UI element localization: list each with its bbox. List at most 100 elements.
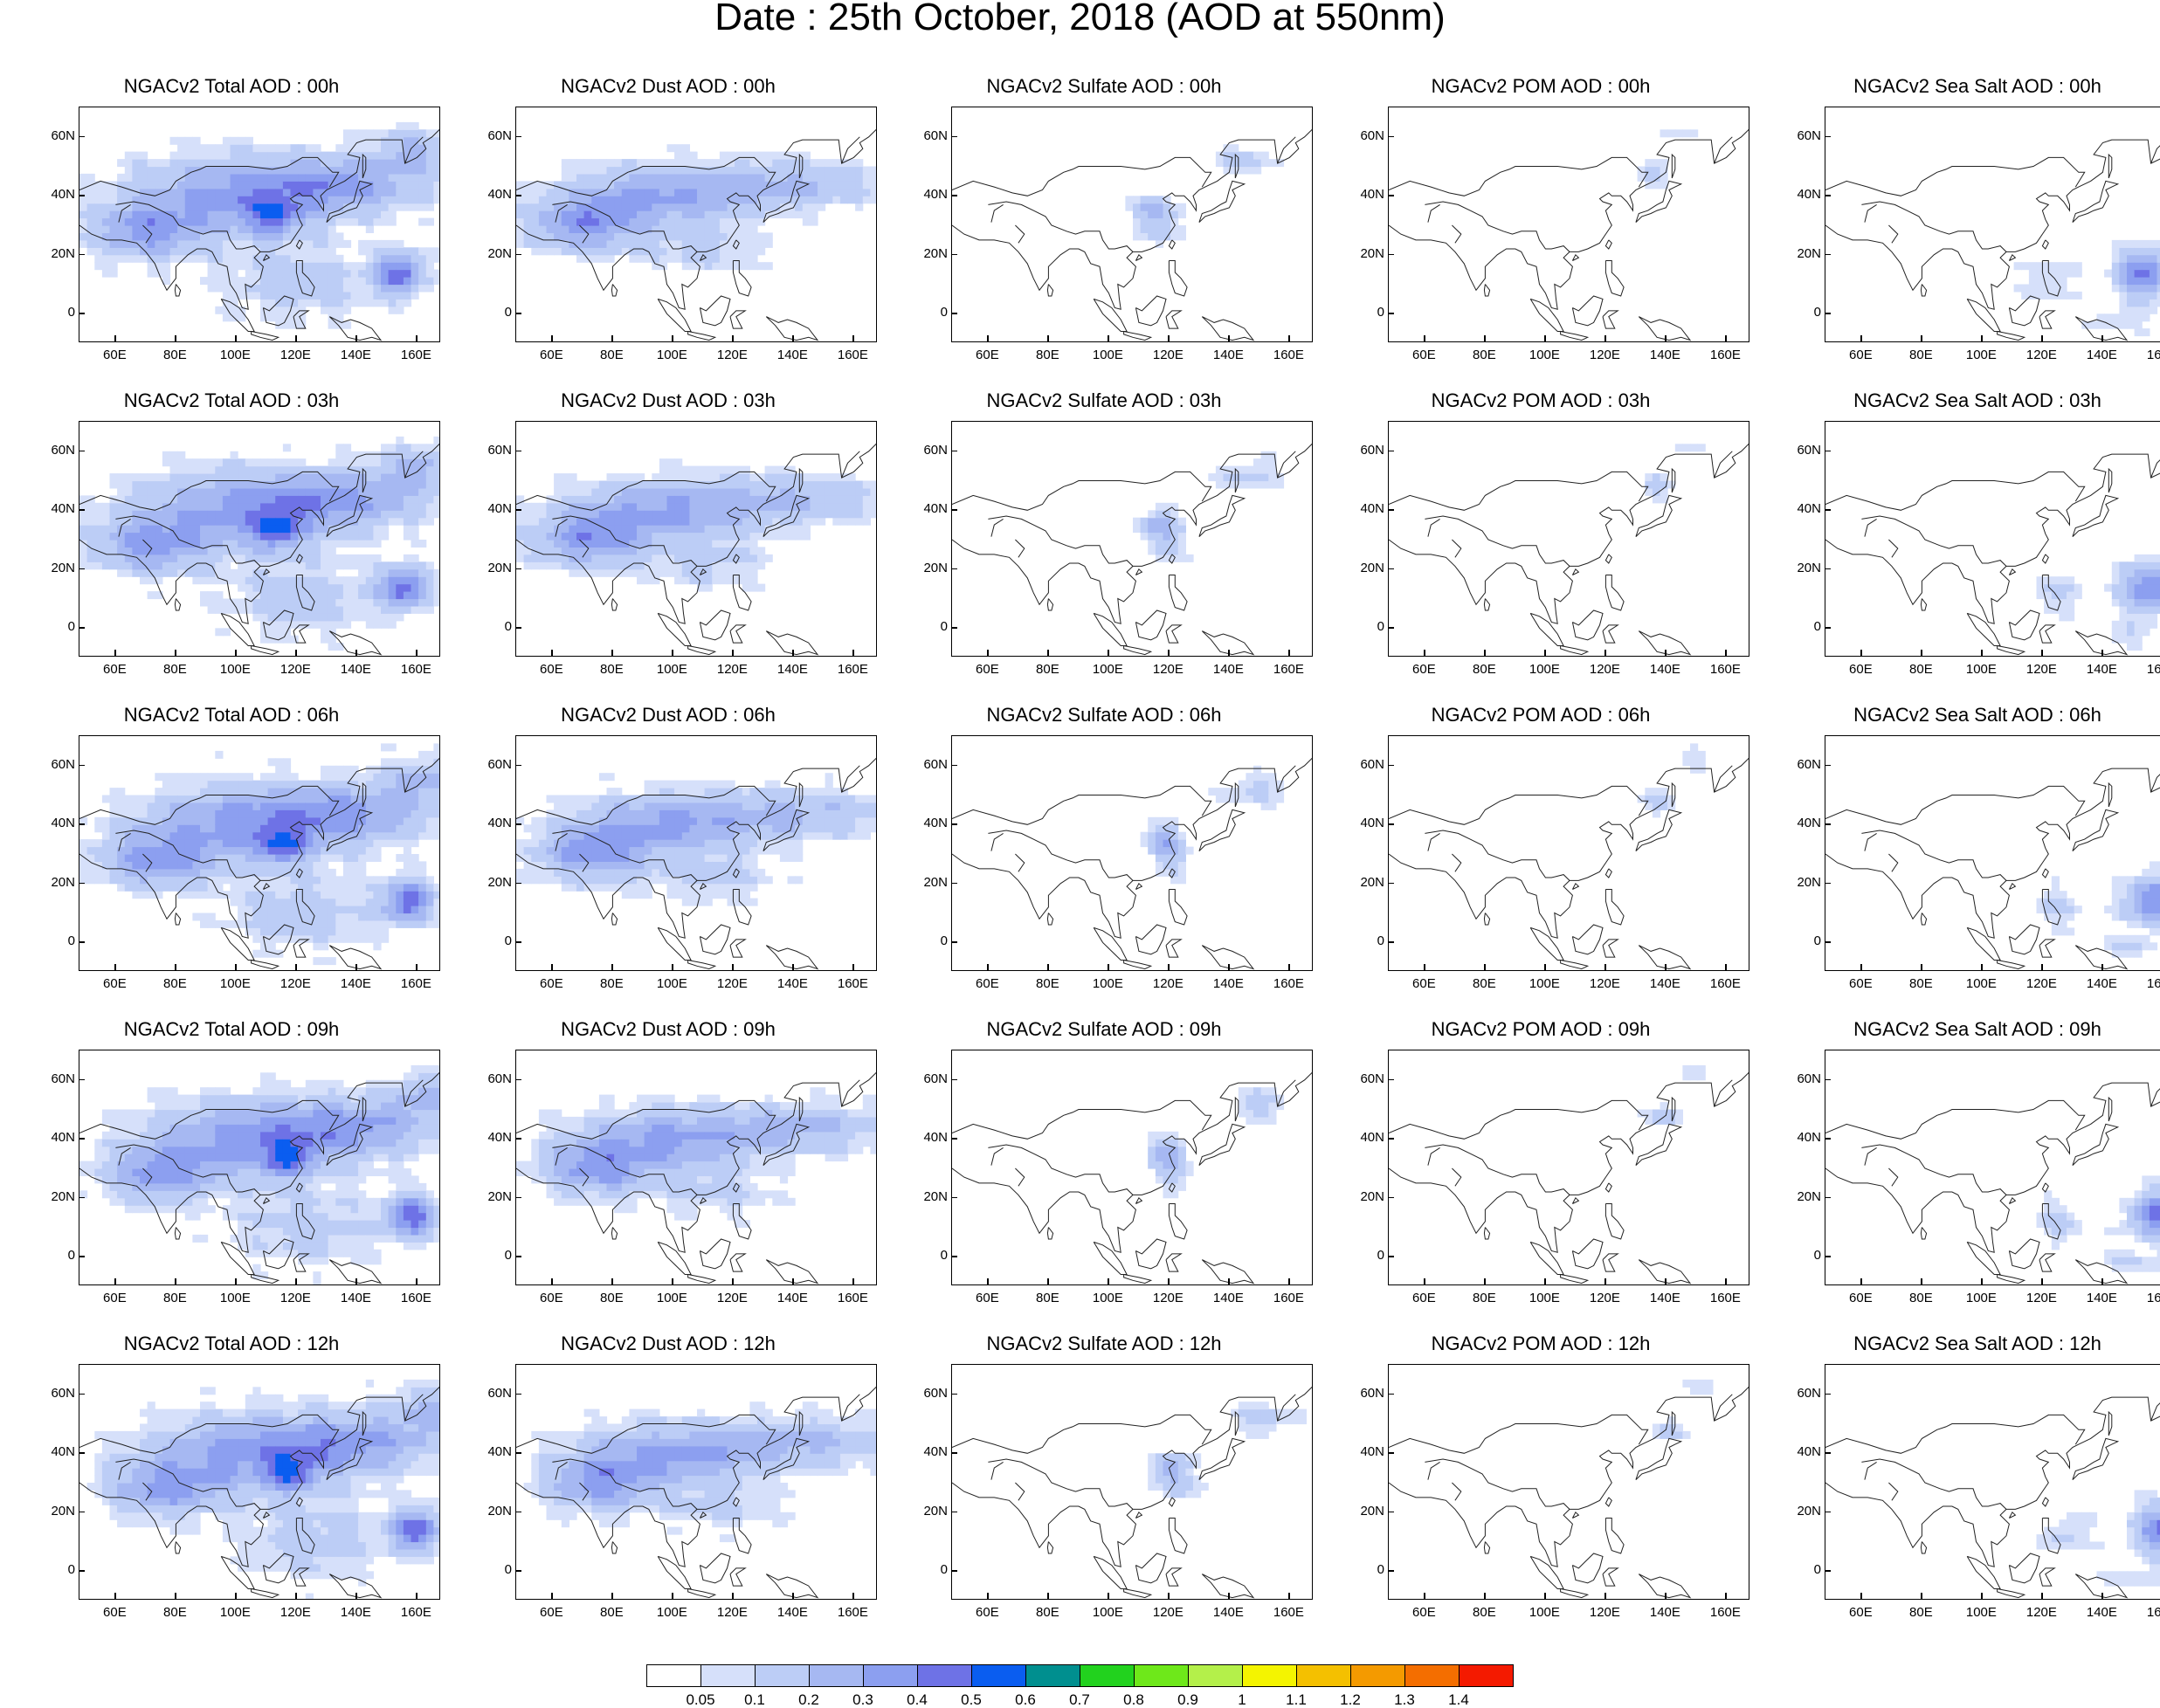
coastline [142, 1482, 153, 1501]
lat-tick-label: 0 [504, 305, 512, 320]
map-panel-pom-00h: NGACv2 POM AOD : 00h 60N 40N 20N 0 60E 80E 100E… [1344, 75, 1749, 362]
lon-tick [1921, 964, 1922, 970]
lon-tick [2101, 1593, 2103, 1599]
coastline [220, 612, 255, 646]
lon-tick-label: 120E [1152, 1605, 1184, 1620]
coastline [115, 1144, 261, 1195]
lon-tick [1921, 335, 1922, 341]
lat-tick-label: 0 [940, 933, 948, 949]
coastline [1635, 1123, 1683, 1166]
lon-tick-label: 120E [2025, 662, 2057, 677]
coastline-layer [1825, 768, 2160, 970]
aod-map [79, 743, 439, 970]
colorbar-swatch [700, 1664, 756, 1687]
coastline [657, 612, 692, 646]
lon-tick-label: 140E [2086, 976, 2117, 991]
lon-tick [1228, 1278, 1230, 1284]
coastline [952, 757, 1312, 939]
coastline [142, 1167, 153, 1187]
lat-tick [79, 823, 85, 825]
lon-tick [235, 1278, 237, 1284]
lon-tick [1604, 1593, 1606, 1599]
coastline [118, 1147, 131, 1166]
map-frame [1388, 1050, 1749, 1285]
coastline [763, 180, 811, 223]
map-panel-sulfate-03h: NGACv2 Sulfate AOD : 03h 60N 40N 20N 0 60E 80E… [907, 389, 1313, 676]
coastline [552, 201, 698, 252]
lon-tick-label: 120E [2025, 1291, 2057, 1305]
lat-tick [1825, 509, 1831, 511]
lat-tick-label: 40N [923, 187, 948, 203]
coastline [1201, 1574, 1255, 1599]
aod-shading [516, 144, 876, 271]
coastline [1452, 1167, 1462, 1187]
coastline [1135, 1238, 1167, 1270]
coastline [516, 1071, 876, 1253]
coastline [1920, 284, 1928, 297]
coastline [732, 260, 752, 297]
lon-tick [416, 964, 418, 970]
coastline [765, 945, 819, 970]
coastline [295, 239, 303, 250]
lat-tick [1388, 1078, 1394, 1081]
lat-tick [79, 627, 85, 629]
coastline [1198, 809, 1246, 851]
map-panel-pom-06h: NGACv2 POM AOD : 06h 60N 40N 20N 0 60E 80E 100E… [1344, 704, 1749, 990]
coastline [2150, 1088, 2160, 1107]
lon-tick [1981, 1278, 1983, 1284]
coastline [1483, 1541, 1491, 1554]
lon-tick-label: 140E [340, 976, 371, 991]
coastline [555, 1147, 568, 1166]
coastline [1201, 945, 1255, 970]
lon-tick [1981, 964, 1983, 970]
lat-tick [515, 627, 521, 629]
coastline [516, 1414, 776, 1454]
lat-tick-label: 40N [923, 1444, 948, 1460]
coastline [115, 830, 261, 881]
aod-map [952, 1071, 1312, 1284]
coastline [732, 1182, 740, 1193]
coastline [1888, 853, 1899, 872]
lon-tick-label: 100E [656, 1291, 687, 1305]
colorbar-swatch [809, 1664, 864, 1687]
lon-tick [1168, 650, 1170, 656]
aod-shading [1148, 1087, 1285, 1199]
lat-tick [515, 509, 521, 511]
coastline [174, 1541, 182, 1554]
lat-tick [951, 253, 957, 256]
lon-tick [114, 1593, 116, 1599]
lon-tick-label: 100E [656, 1605, 687, 1620]
coastline [1168, 889, 1188, 926]
coastline [1861, 1144, 2007, 1195]
lat-tick [1825, 1256, 1831, 1257]
lat-tick-label: 60N [1797, 756, 1821, 772]
coastline [1135, 253, 1143, 261]
lat-tick [1825, 627, 1831, 629]
lon-tick-label: 60E [1412, 1291, 1436, 1305]
coastline [1920, 1227, 1928, 1240]
lat-tick-label: 20N [1797, 874, 1821, 890]
coastline [1135, 1511, 1143, 1519]
lon-tick [611, 1278, 613, 1284]
coastline [699, 568, 707, 575]
lon-tick [1921, 1593, 1922, 1599]
coastline [1602, 624, 1619, 644]
coastline [1714, 1394, 1733, 1422]
aod-shading [1637, 1064, 1706, 1125]
lon-tick [295, 964, 297, 970]
lon-tick [355, 335, 357, 341]
coastline [2150, 1402, 2160, 1422]
coastline [555, 832, 568, 851]
coastline [362, 1096, 367, 1122]
coastline [220, 1555, 255, 1589]
colorbar-label: 0.05 [686, 1691, 715, 1708]
coastline [1201, 316, 1255, 341]
coastline [326, 1123, 374, 1166]
coastline [1966, 1555, 2001, 1589]
lon-tick-label: 140E [776, 1605, 808, 1620]
lat-tick [1388, 882, 1394, 885]
lat-tick-label: 40N [923, 501, 948, 517]
coastline [1168, 868, 1176, 878]
lon-tick-label: 100E [656, 976, 687, 991]
lon-tick [987, 964, 989, 970]
